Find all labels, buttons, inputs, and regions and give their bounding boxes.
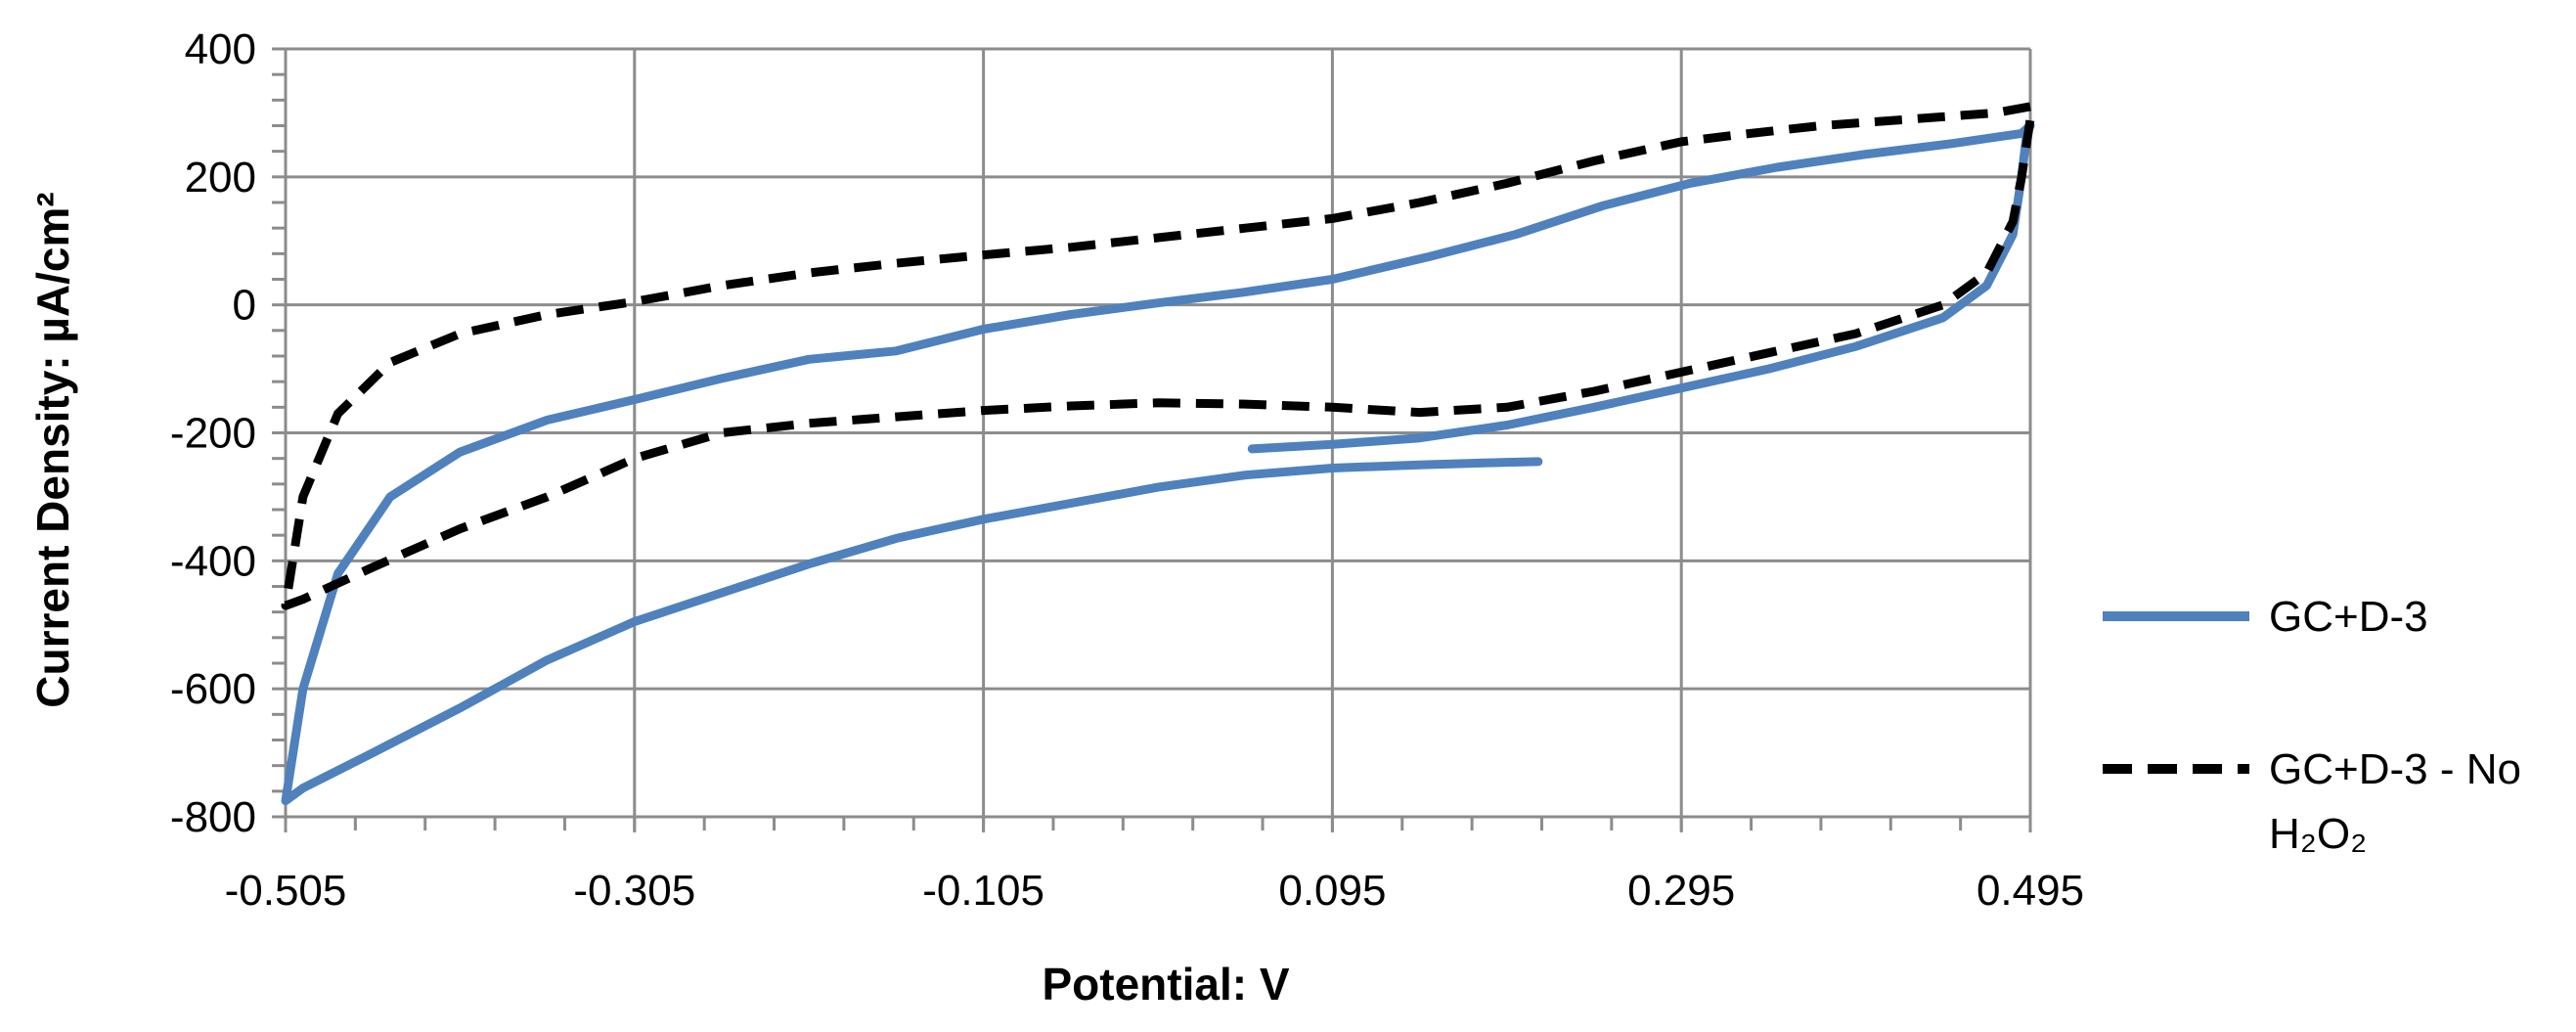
legend: GC+D-3 GC+D-3 - No H₂O₂ (2103, 593, 2521, 858)
y-tick-label: 400 (185, 25, 256, 73)
x-tick-label: -0.505 (225, 867, 347, 915)
x-axis-ticks: -0.505 -0.305 -0.105 0.095 0.295 0.495 (225, 817, 2084, 915)
y-axis-title: Current Density: µA/cm² (27, 192, 78, 707)
x-tick-label: 0.295 (1627, 867, 1735, 915)
legend-label-1: GC+D-3 (2269, 593, 2428, 641)
y-axis-ticks: 400 200 0 -200 -400 -600 -800 (170, 25, 256, 841)
y-tick-label: -200 (170, 410, 256, 458)
series-line-2 (281, 102, 2038, 610)
y-tick-label: 0 (233, 282, 256, 330)
y-axis-minor-ticks (272, 47, 2032, 830)
x-tick-label: 0.495 (1976, 867, 2084, 915)
series-line-1 (281, 121, 2035, 806)
legend-label-2: GC+D-3 - No H₂O₂ (2269, 745, 2521, 858)
series-layer (281, 102, 2038, 806)
x-tick-label: -0.305 (573, 867, 695, 915)
x-axis-title: Potential: V (1042, 959, 1289, 1010)
y-tick-label: -600 (170, 665, 256, 713)
y-tick-label: -800 (170, 793, 256, 841)
grid-lines (286, 47, 2032, 817)
y-tick-label: 200 (185, 154, 256, 202)
axes (284, 49, 2030, 819)
x-tick-label: -0.105 (922, 867, 1044, 915)
y-tick-label: -400 (170, 537, 256, 585)
x-tick-label: 0.095 (1278, 867, 1386, 915)
